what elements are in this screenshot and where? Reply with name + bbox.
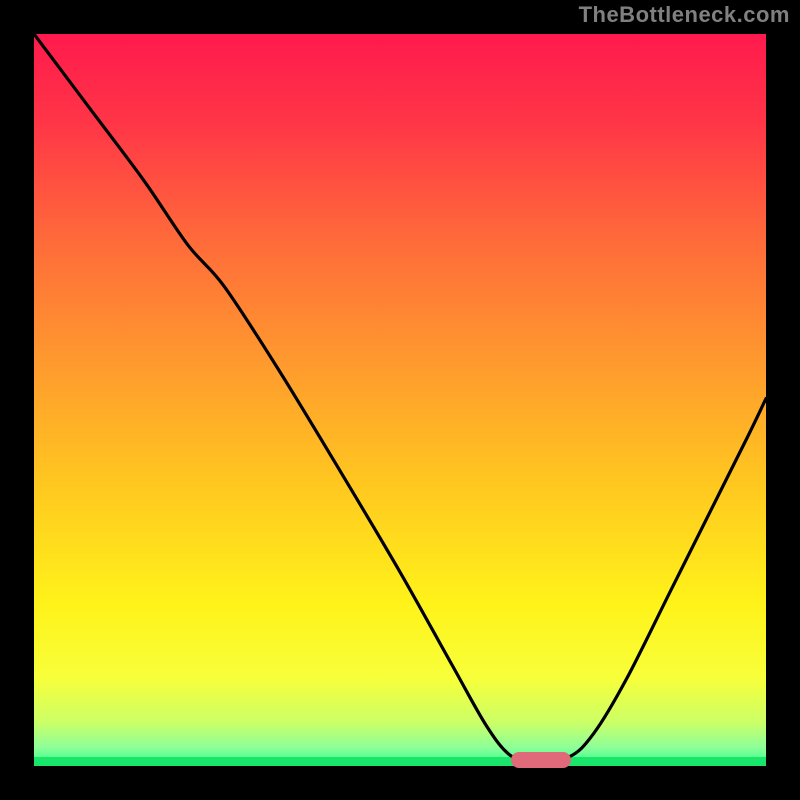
watermark-text: TheBottleneck.com	[579, 2, 790, 28]
curve-svg	[34, 34, 766, 766]
bottleneck-curve	[34, 34, 766, 761]
plot-area	[34, 34, 766, 766]
optimal-marker	[511, 752, 571, 768]
